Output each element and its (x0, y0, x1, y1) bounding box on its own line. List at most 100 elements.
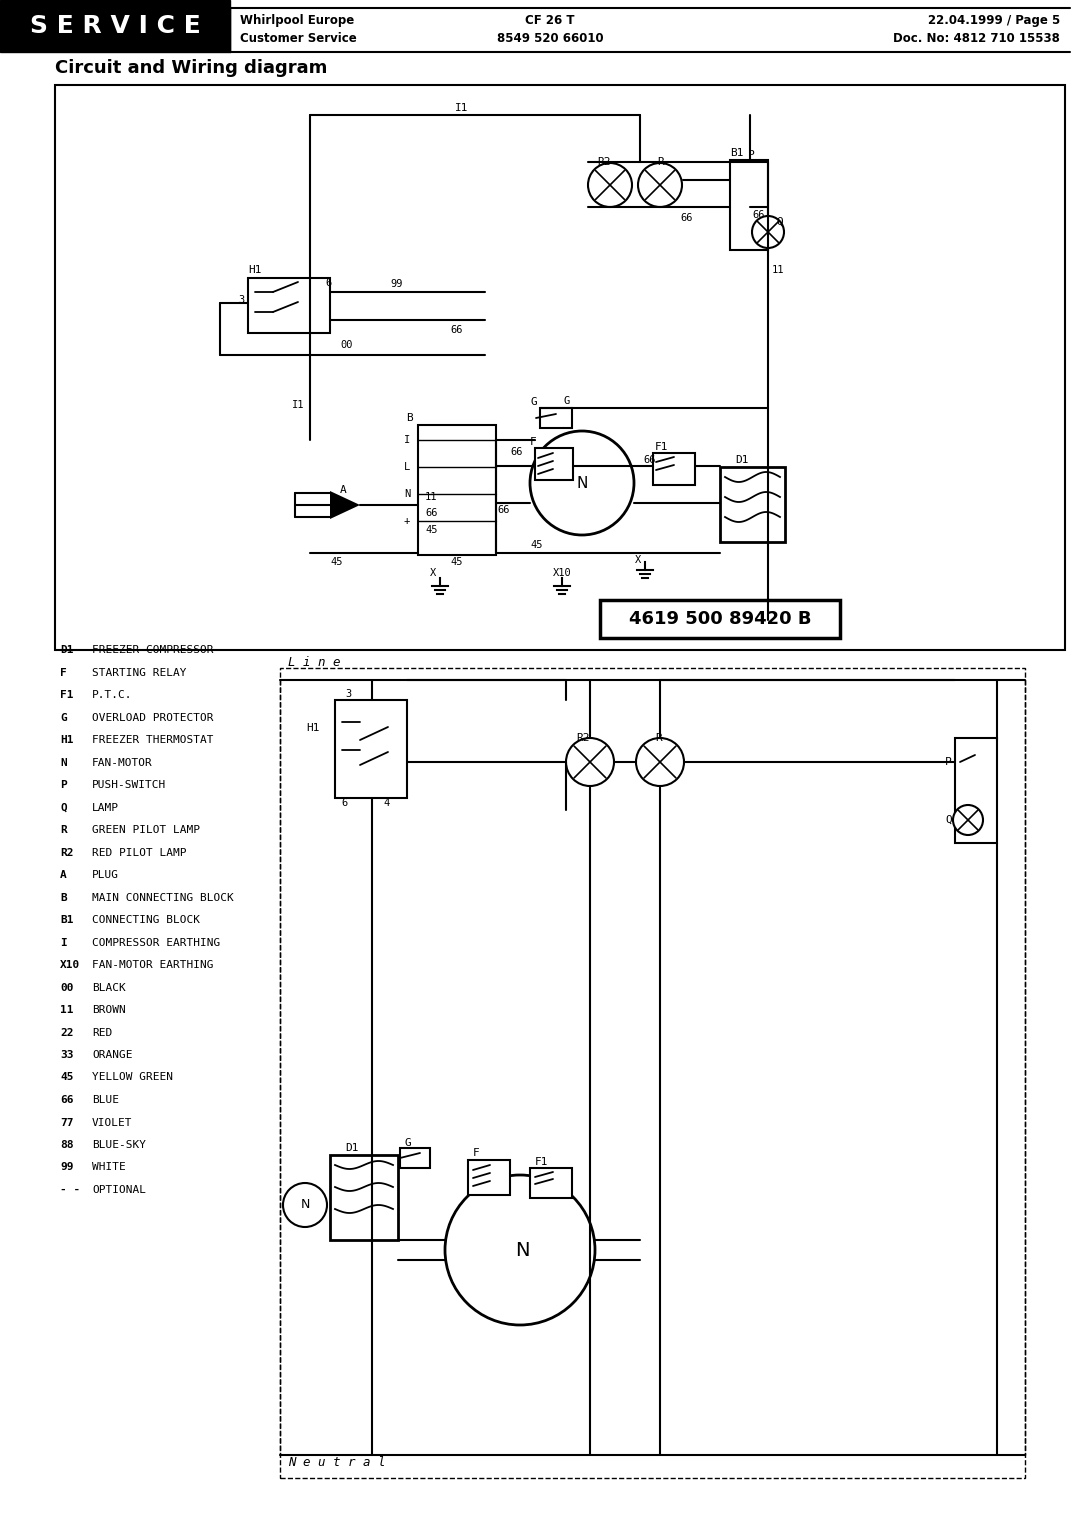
Text: STARTING RELAY: STARTING RELAY (92, 668, 187, 677)
Text: 66: 66 (643, 455, 656, 465)
Text: FREEZER THERMOSTAT: FREEZER THERMOSTAT (92, 735, 214, 746)
Text: CONNECTING BLOCK: CONNECTING BLOCK (92, 915, 200, 924)
Text: B: B (60, 892, 67, 903)
Bar (535, 448, 573, 480)
Text: S E R V I C E: S E R V I C E (29, 14, 201, 38)
Text: 11: 11 (426, 492, 437, 503)
Bar (600, 601, 840, 639)
Text: B: B (406, 413, 413, 423)
Text: 22: 22 (60, 1027, 73, 1038)
Text: 45: 45 (330, 558, 342, 567)
Text: PLUG: PLUG (92, 869, 119, 880)
Text: RED: RED (92, 1027, 112, 1038)
Text: Doc. No: 4812 710 15538: Doc. No: 4812 710 15538 (893, 32, 1059, 44)
Text: N: N (577, 475, 588, 490)
Text: X: X (430, 568, 436, 578)
Text: X10: X10 (60, 960, 80, 970)
Text: WHITE: WHITE (92, 1163, 125, 1172)
Text: R: R (654, 733, 662, 743)
Text: 4619 500 89420 B: 4619 500 89420 B (629, 610, 811, 628)
Text: F: F (473, 1148, 480, 1158)
Text: L i n e: L i n e (288, 656, 340, 669)
Text: N: N (404, 489, 410, 500)
Bar (330, 1155, 399, 1241)
Text: 45: 45 (450, 558, 462, 567)
Text: R: R (657, 157, 664, 167)
Text: 66: 66 (752, 209, 765, 220)
Text: 00: 00 (60, 983, 73, 993)
Text: 3: 3 (238, 295, 244, 306)
Text: L: L (404, 461, 410, 472)
Text: A: A (60, 869, 67, 880)
Text: OPTIONAL: OPTIONAL (92, 1186, 146, 1195)
Text: I1: I1 (455, 102, 469, 113)
Text: G: G (405, 1138, 411, 1148)
Text: F: F (530, 437, 537, 448)
Text: 77: 77 (60, 1117, 73, 1128)
Circle shape (588, 163, 632, 206)
Text: G: G (530, 397, 537, 406)
Text: 45: 45 (426, 526, 437, 535)
Text: GREEN PILOT LAMP: GREEN PILOT LAMP (92, 825, 200, 834)
Bar (400, 1148, 430, 1167)
Text: G: G (563, 396, 569, 406)
Text: LAMP: LAMP (92, 802, 119, 813)
Circle shape (283, 1183, 327, 1227)
Text: BLUE: BLUE (92, 1096, 119, 1105)
Text: 66: 66 (60, 1096, 73, 1105)
Text: 3: 3 (345, 689, 351, 698)
Text: P: P (748, 150, 755, 160)
Text: OVERLOAD PROTECTOR: OVERLOAD PROTECTOR (92, 712, 214, 723)
Text: 8549 520 66010: 8549 520 66010 (497, 32, 604, 44)
Text: 4: 4 (383, 798, 389, 808)
Text: RED PILOT LAMP: RED PILOT LAMP (92, 848, 187, 857)
Text: X10: X10 (553, 568, 571, 578)
Text: R: R (60, 825, 67, 834)
Bar (468, 1160, 510, 1195)
Text: G: G (60, 712, 67, 723)
Text: - -: - - (60, 1186, 80, 1195)
Text: I1: I1 (292, 400, 305, 410)
Text: FAN-MOTOR EARTHING: FAN-MOTOR EARTHING (92, 960, 214, 970)
Text: F1: F1 (60, 691, 73, 700)
Text: Circuit and Wiring diagram: Circuit and Wiring diagram (55, 60, 327, 76)
Bar (248, 278, 330, 333)
Circle shape (530, 431, 634, 535)
Text: Q: Q (60, 802, 67, 813)
Text: Customer Service: Customer Service (240, 32, 356, 44)
Text: F1: F1 (535, 1157, 549, 1167)
Bar (0, 0, 230, 52)
Text: 88: 88 (60, 1140, 73, 1151)
Text: I: I (60, 938, 67, 947)
Bar (418, 425, 496, 555)
Text: BLACK: BLACK (92, 983, 125, 993)
Text: FAN-MOTOR: FAN-MOTOR (92, 758, 152, 767)
Bar (955, 738, 997, 843)
Circle shape (445, 1175, 595, 1325)
Text: R2: R2 (576, 733, 590, 743)
Text: 00: 00 (340, 341, 352, 350)
Text: N: N (60, 758, 67, 767)
Circle shape (953, 805, 983, 834)
Circle shape (752, 215, 784, 248)
Text: X: X (635, 555, 642, 565)
Text: 6: 6 (341, 798, 348, 808)
Text: VIOLET: VIOLET (92, 1117, 133, 1128)
Text: 33: 33 (60, 1050, 73, 1060)
Text: H1: H1 (248, 264, 261, 275)
Text: N e u t r a l: N e u t r a l (288, 1456, 386, 1468)
Text: R2: R2 (597, 157, 610, 167)
Text: 11: 11 (60, 1005, 73, 1015)
Text: I: I (404, 435, 410, 445)
Circle shape (636, 738, 684, 785)
Text: P.T.C.: P.T.C. (92, 691, 133, 700)
Text: A: A (340, 484, 347, 495)
Text: F: F (60, 668, 67, 677)
Text: N: N (300, 1198, 310, 1212)
Text: Q: Q (945, 814, 951, 825)
Text: 99: 99 (60, 1163, 73, 1172)
Text: ORANGE: ORANGE (92, 1050, 133, 1060)
Text: B1: B1 (730, 148, 743, 157)
Text: 22.04.1999 / Page 5: 22.04.1999 / Page 5 (928, 14, 1059, 26)
Text: D1: D1 (345, 1143, 359, 1154)
